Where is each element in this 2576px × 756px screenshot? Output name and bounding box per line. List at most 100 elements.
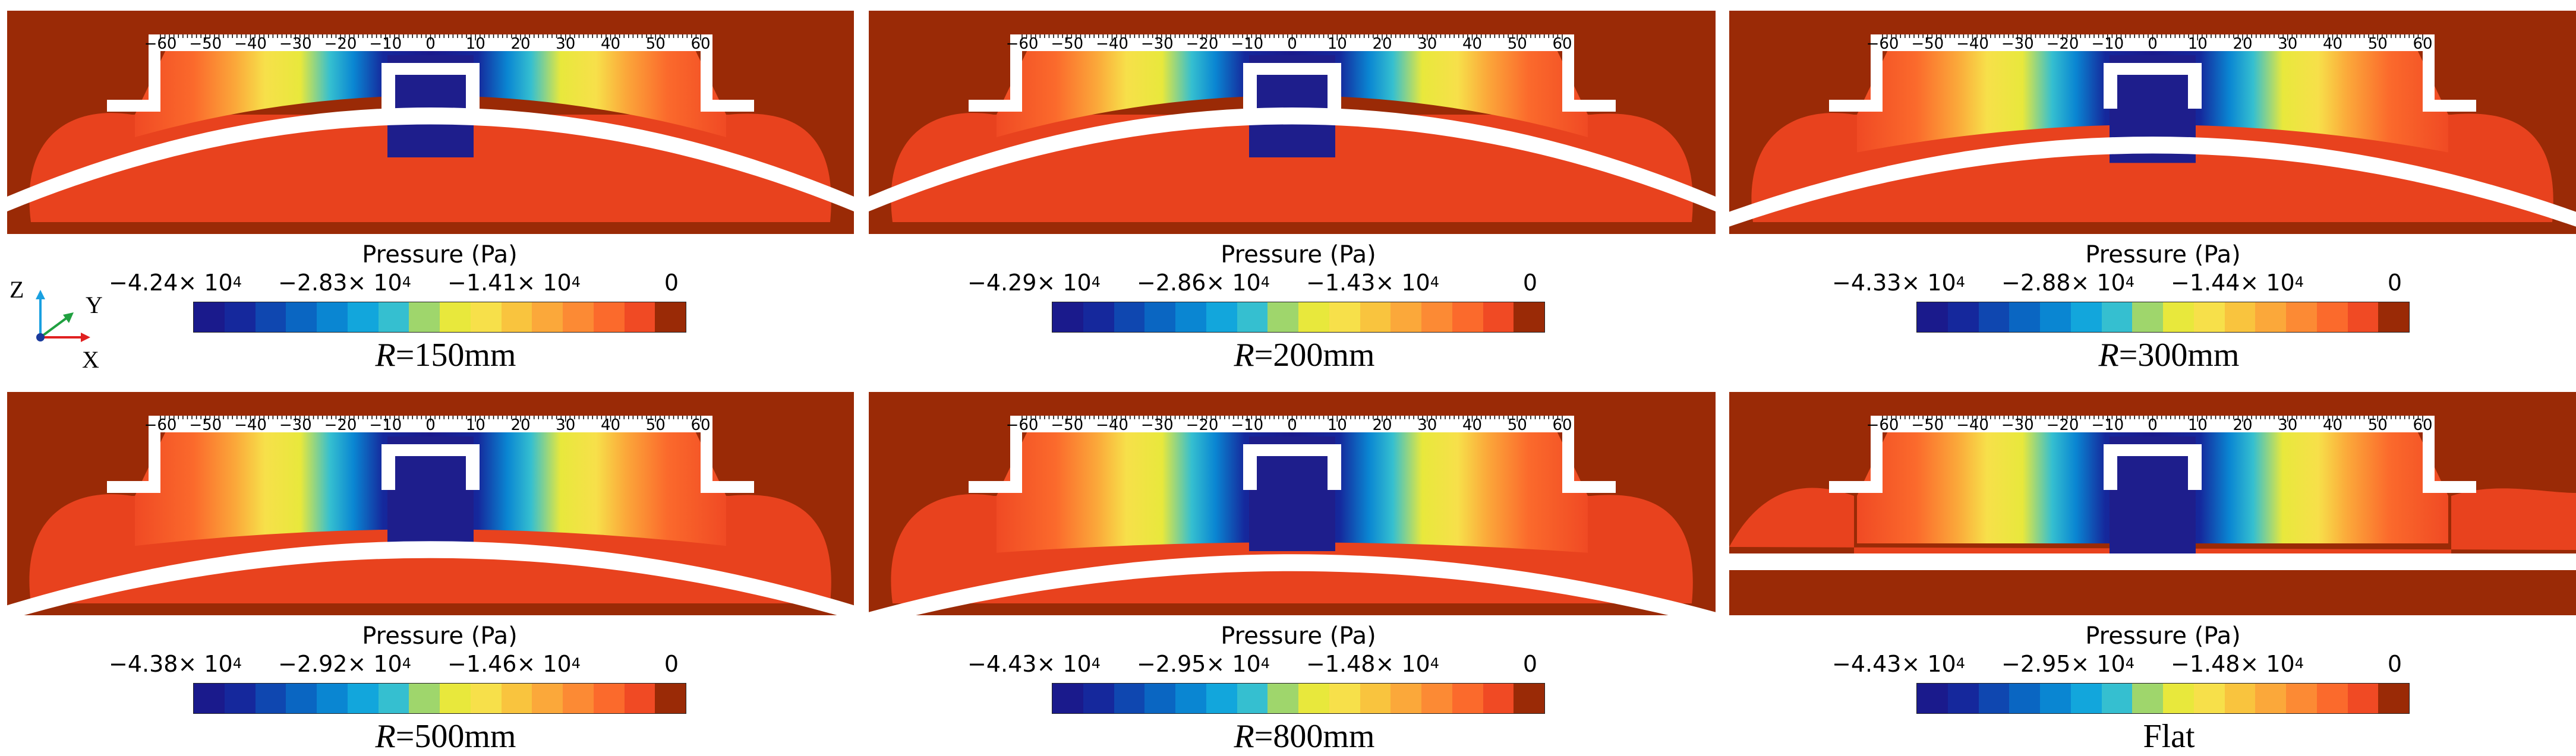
colorbar-swatch: [1452, 684, 1483, 713]
legend-tick-mantissa: −1.46× 10: [447, 651, 572, 677]
colorbar-swatch: [2040, 302, 2071, 332]
left-bracket: [1829, 34, 1883, 112]
center-nozzle: [381, 444, 480, 490]
legend-tick-label: −4.43× 104: [967, 651, 1101, 677]
scale-tick-label: 10: [1328, 35, 1347, 53]
legend-title: Pressure (Pa): [2085, 622, 2241, 650]
scale-tick-label: −20: [1186, 416, 1219, 434]
legend-tick-label: −4.43× 104: [1832, 651, 1965, 677]
right-bracket: [2423, 416, 2476, 493]
axis-y-label: Y: [86, 292, 103, 318]
pressure-field-plot: −60 −50 −40 −30 −20 −10 0 10 20 30 40 50 60: [7, 392, 854, 615]
scale-tick-label: 40: [601, 35, 620, 53]
legend-tick-mantissa: −4.29× 10: [967, 270, 1092, 296]
scale-tick-label: −50: [1911, 416, 1944, 434]
scale-ruler: −60 −50 −40 −30 −20 −10 0 10 20 30 40 50 60: [144, 34, 711, 53]
scale-ruler: −60 −50 −40 −30 −20 −10 0 10 20 30 40 50 60: [1866, 416, 2433, 434]
legend-title: Pressure (Pa): [2085, 241, 2241, 268]
colorbar-swatch: [532, 684, 563, 713]
legend-tick-mantissa: 0: [2387, 270, 2402, 296]
colorbar-swatch: [378, 302, 409, 332]
scale-tick-label: −20: [324, 35, 357, 53]
center-low-pressure: [2110, 436, 2196, 555]
scale-tick-label: 30: [1417, 416, 1437, 434]
colorbar-swatch: [2316, 684, 2348, 713]
scale-tick-label: −50: [189, 35, 222, 53]
colorbar-swatch: [1360, 302, 1391, 332]
scale-tick-label: 20: [1372, 416, 1392, 434]
colorbar-swatch: [1144, 684, 1175, 713]
scale-tick-label: 10: [2188, 35, 2208, 53]
scale-tick-label: −30: [1141, 416, 1174, 434]
colorbar-swatch: [2286, 302, 2317, 332]
colorbar-swatch: [2101, 684, 2133, 713]
legend-tick-exponent: 4: [2294, 655, 2304, 672]
scale-tick-label: −20: [324, 416, 357, 434]
colorbar-swatch: [378, 684, 409, 713]
scale-tick-label: 10: [466, 35, 485, 53]
colorbar-swatch: [1452, 302, 1483, 332]
axes-triad: Z Y X: [6, 273, 103, 374]
colorbar-swatch: [1175, 684, 1206, 713]
center-nozzle: [381, 63, 480, 109]
scale-tick-label: 0: [1287, 35, 1297, 53]
scale-tick-label: 40: [601, 416, 620, 434]
scale-ruler: −60 −50 −40 −30 −20 −10 0 10 20 30 40 50 60: [144, 416, 711, 434]
colorbar-swatch: [1978, 684, 2010, 713]
scale-tick-label: 30: [556, 35, 575, 53]
axis-z-label: Z: [10, 276, 24, 303]
colorbar-swatch: [2070, 302, 2102, 332]
case-label: R=200mm: [1234, 336, 1375, 374]
center-nozzle: [2104, 444, 2202, 490]
case-label: R=500mm: [376, 717, 516, 755]
pressure-panel: −60 −50 −40 −30 −20 −10 0 10 20 30 40 50 60: [7, 11, 854, 234]
colorbar-swatch: [1514, 684, 1544, 713]
right-bracket: [701, 416, 754, 493]
colorbar-swatch: [1114, 684, 1145, 713]
legend-tick-label: 0: [2388, 270, 2402, 296]
scale-tick-label: −10: [1231, 35, 1263, 53]
legend-tick-label: −1.44× 104: [2171, 270, 2304, 296]
legend-tick-mantissa: 0: [664, 651, 679, 677]
scale-ruler: −60 −50 −40 −30 −20 −10 0 10 20 30 40 50 60: [1006, 34, 1572, 53]
legend-tick-mantissa: −1.44× 10: [2170, 270, 2295, 296]
colorbar-swatch: [2101, 302, 2133, 332]
colorbar-swatch: [317, 684, 348, 713]
pressure-panel: −60 −50 −40 −30 −20 −10 0 10 20 30 40 50 60: [7, 392, 854, 615]
colorbar-swatch: [563, 302, 594, 332]
scale-tick-label: −30: [2001, 35, 2034, 53]
outer-pressure-region: [1751, 113, 2553, 222]
legend-tick-exponent: 4: [402, 655, 412, 672]
legend-tick-mantissa: −4.33× 10: [1831, 270, 1956, 296]
colorbar-swatch: [1052, 684, 1083, 713]
colorbar-swatch: [2347, 684, 2379, 713]
colorbar-swatch: [2070, 684, 2102, 713]
colorbar-swatch: [2193, 302, 2225, 332]
colorbar-swatch: [1421, 302, 1452, 332]
scale-tick-label: −30: [1141, 35, 1174, 53]
scale-tick-label: 50: [1508, 416, 1527, 434]
colorbar-swatch: [2224, 302, 2256, 332]
scale-tick-label: 60: [1552, 416, 1572, 434]
colorbar-swatch: [1114, 302, 1145, 332]
colorbar-swatch: [1175, 302, 1206, 332]
scale-tick-label: −60: [144, 416, 177, 434]
scale-tick-label: −10: [2091, 35, 2124, 53]
colorbar-swatch: [1391, 684, 1421, 713]
legend-tick-exponent: 4: [402, 274, 412, 290]
legend-tick-exponent: 4: [232, 274, 242, 290]
pressure-field-plot: −60 −50 −40 −30 −20 −10 0 10 20 30 40 50 60: [1729, 392, 2576, 615]
center-nozzle: [1243, 63, 1341, 109]
colorbar-swatch: [501, 302, 532, 332]
scale-tick-label: 10: [1328, 416, 1347, 434]
legend-tick-mantissa: −2.88× 10: [2001, 270, 2126, 296]
scale-tick-label: −60: [1006, 416, 1039, 434]
colorbar-swatch: [470, 302, 502, 332]
colorbar-swatch: [2224, 684, 2256, 713]
colorbar-swatch: [2009, 684, 2040, 713]
scale-tick-label: 60: [2413, 416, 2432, 434]
scale-tick-label: 0: [2148, 35, 2158, 53]
colorbar-swatch: [347, 684, 379, 713]
colorbar-swatch: [255, 302, 286, 332]
scale-tick-label: 0: [425, 35, 436, 53]
